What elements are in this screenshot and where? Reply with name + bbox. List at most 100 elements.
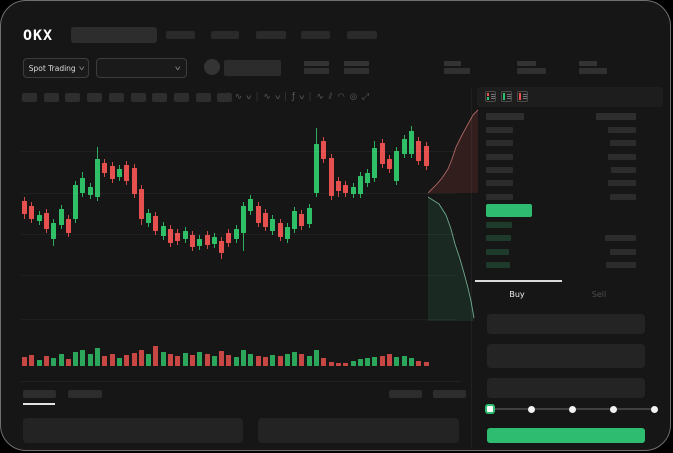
volume-bar [43, 356, 49, 366]
icon-lines [507, 98, 511, 99]
interval-button[interactable] [217, 93, 233, 102]
tab-buy[interactable]: Buy [509, 290, 525, 299]
slider-stop-dot[interactable] [609, 405, 617, 413]
buy-submit-button[interactable] [487, 428, 645, 443]
interval-button[interactable] [108, 93, 124, 102]
nav-item[interactable] [211, 31, 239, 39]
search-input[interactable] [71, 27, 157, 43]
interval-button[interactable] [130, 93, 146, 102]
interval-button[interactable] [173, 93, 189, 102]
candlestick [284, 227, 290, 239]
interval-button[interactable] [195, 93, 211, 102]
tab-sell[interactable]: Sell [591, 290, 607, 299]
toolbar-separator: | [308, 92, 312, 102]
chevron-down-icon: v [175, 64, 182, 72]
bid-price-row[interactable] [486, 222, 512, 228]
volume-bar [306, 356, 312, 366]
volume-bar [182, 353, 188, 366]
volume-bar [131, 353, 137, 366]
chart-tool-icon[interactable]: ◎ [349, 92, 358, 102]
slider-handle[interactable] [485, 404, 495, 414]
bottom-tab[interactable] [23, 390, 56, 398]
nav-item[interactable] [166, 31, 195, 39]
candlestick [102, 163, 108, 173]
ask-amount-row [608, 153, 636, 160]
icon-ask-mark [487, 93, 489, 96]
candlestick [131, 168, 137, 194]
candlestick [22, 201, 27, 214]
last-price-badge[interactable] [486, 204, 532, 217]
stat-label [304, 61, 329, 66]
candlestick [189, 235, 195, 247]
volume-bar [197, 352, 203, 366]
ask-price-row[interactable] [486, 180, 513, 187]
chart-tool-icon[interactable]: ∿ [234, 92, 242, 102]
chart-tool-icon[interactable]: v [299, 93, 305, 101]
bottom-input-field[interactable] [23, 418, 243, 443]
ask-price-row[interactable] [486, 166, 513, 173]
nav-item[interactable] [256, 31, 286, 39]
nav-item[interactable] [347, 31, 377, 39]
volume-bar [321, 358, 327, 366]
volume-bar [124, 355, 130, 366]
bid-price-row[interactable] [486, 248, 509, 255]
order-input-field[interactable] [487, 314, 645, 334]
candlestick [292, 211, 298, 229]
bid-price-row[interactable] [486, 261, 510, 268]
orderbook-view-icon[interactable] [517, 91, 528, 102]
nav-item[interactable] [301, 31, 330, 39]
slider-stop-dot[interactable] [568, 405, 576, 413]
volume-bar [423, 362, 429, 366]
order-input-field[interactable] [487, 378, 645, 398]
chart-tool-icon[interactable]: v [274, 93, 281, 101]
chart-tool-icon[interactable]: ⫽ [328, 92, 333, 102]
ask-price-row[interactable] [486, 127, 513, 133]
interval-button[interactable] [43, 93, 59, 102]
candlestick [160, 226, 166, 236]
candlestick [51, 223, 57, 239]
volume-bar [160, 352, 166, 366]
volume-bar [284, 354, 290, 366]
okx-logo[interactable]: OKX [23, 26, 54, 44]
orderbook-view-icon[interactable] [485, 91, 496, 102]
volume-bar [153, 346, 159, 366]
interval-button[interactable] [65, 93, 81, 102]
chart-tool-icon[interactable]: ⤢ [362, 92, 370, 102]
candlestick [175, 233, 181, 241]
bottom-action[interactable] [433, 390, 466, 398]
order-input-field[interactable] [487, 344, 645, 368]
bottom-input-field[interactable] [258, 418, 459, 443]
chart-tool-icon[interactable]: ƒ [292, 92, 295, 102]
ask-price-row[interactable] [486, 193, 513, 200]
candlestick [80, 178, 86, 193]
chart-tool-icon[interactable]: ∿ [263, 92, 271, 102]
interval-button[interactable] [22, 93, 37, 102]
slider-stop-dot[interactable] [527, 405, 535, 413]
chart-tool-icon[interactable]: v [246, 93, 252, 101]
volume-bar [314, 350, 319, 366]
bid-price-row[interactable] [486, 235, 511, 242]
bottom-tab[interactable] [68, 390, 102, 398]
icon-lines [491, 94, 495, 95]
ask-price-row[interactable] [486, 153, 513, 160]
ask-price-row[interactable] [486, 140, 513, 147]
candlestick [204, 235, 210, 245]
interval-button[interactable] [87, 93, 103, 102]
chart-tool-icon[interactable]: ◠ [337, 92, 345, 102]
toolbar-separator: | [284, 92, 287, 102]
market-type-dropdown[interactable]: Spot Trading v [23, 58, 89, 78]
candlestick [277, 223, 283, 237]
orderbook-view-icon[interactable] [501, 91, 512, 102]
icon-lines [491, 98, 495, 99]
volume-bar [357, 359, 363, 366]
volume-bar [233, 357, 239, 366]
bottom-action[interactable] [389, 390, 422, 398]
candlestick [328, 158, 334, 196]
chart-tool-icon[interactable]: ∿ [316, 92, 324, 102]
stat-label [517, 61, 536, 66]
slider-stop-dot[interactable] [650, 405, 658, 413]
candlestick [182, 231, 188, 239]
interval-button[interactable] [152, 93, 168, 102]
active-tab-underline [23, 403, 55, 405]
pair-select-dropdown[interactable]: v [96, 58, 187, 78]
